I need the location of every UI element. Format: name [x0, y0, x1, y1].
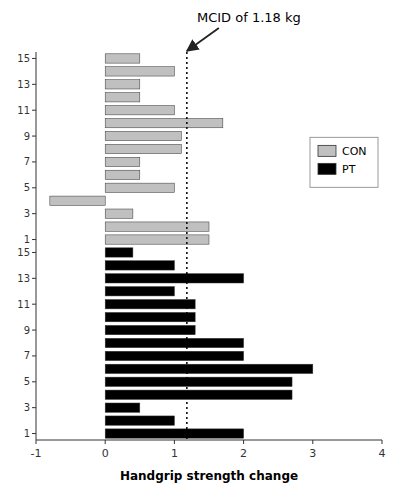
bar: [105, 338, 243, 347]
y-tick: [32, 136, 36, 137]
y-tick: [32, 110, 36, 111]
y-tick: [32, 433, 36, 434]
bar: [50, 196, 105, 205]
bars: [50, 54, 313, 438]
y-tick: [32, 304, 36, 305]
x-tick-label: 4: [379, 447, 386, 460]
y-tick-label: 11: [17, 299, 30, 310]
y-tick-label: 5: [24, 376, 30, 387]
y-tick: [32, 239, 36, 240]
chart: -1 0 1 2 3 4 15 13 11 9 7 5 3 1 15 13 11 9 7 5 3 1 MCID of 1.1…: [0, 0, 394, 500]
bar: [105, 131, 181, 140]
x-tick-label: 2: [240, 447, 247, 460]
y-tick-label: 13: [17, 79, 30, 90]
x-axis-label: Handgrip strength change: [120, 469, 298, 483]
x-tick-label: 1: [171, 447, 178, 460]
bar: [105, 144, 181, 153]
title-arrow: [187, 28, 219, 51]
bar: [105, 183, 174, 192]
x-tick: [105, 440, 106, 444]
legend-frame: [310, 137, 378, 187]
bar: [105, 118, 223, 127]
bar: [105, 67, 174, 76]
bar: [105, 351, 243, 360]
y-tick: [32, 355, 36, 356]
y-tick: [32, 278, 36, 279]
y-tick: [32, 58, 36, 59]
y-tick: [32, 84, 36, 85]
x-axis-line: [36, 440, 382, 441]
y-tick: [32, 330, 36, 331]
y-tick-label: 5: [24, 182, 30, 193]
y-tick-label: 7: [24, 156, 30, 167]
bar: [105, 80, 140, 89]
x-tick: [382, 440, 383, 444]
bar: [105, 209, 133, 218]
y-tick: [32, 187, 36, 188]
legend-label: CON: [342, 145, 367, 158]
bar: [105, 261, 174, 270]
legend-swatch: [318, 145, 336, 156]
y-tick-label: 11: [17, 105, 30, 116]
x-tick-label: -1: [31, 447, 42, 460]
x-tick: [312, 440, 313, 444]
bar: [105, 54, 140, 63]
bar: [105, 248, 133, 257]
bar: [105, 429, 243, 438]
x-tick: [243, 440, 244, 444]
x-tick-label: 0: [102, 447, 109, 460]
bar: [105, 403, 140, 412]
y-tick-label: 13: [17, 273, 30, 284]
bar: [105, 390, 292, 399]
legend-label: PT: [342, 163, 356, 176]
y-tick-label: 9: [24, 325, 30, 336]
bar: [105, 235, 209, 244]
bar: [105, 157, 140, 166]
y-tick: [32, 252, 36, 253]
mcid-line: [186, 52, 188, 440]
y-tick-label: 9: [24, 131, 30, 142]
y-tick: [32, 381, 36, 382]
bar: [105, 416, 174, 425]
y-tick-label: 15: [17, 247, 30, 258]
title: MCID of 1.18 kg: [197, 10, 301, 25]
bar: [105, 106, 174, 115]
y-tick-label: 3: [24, 402, 30, 413]
y-tick: [32, 161, 36, 162]
bar: [105, 325, 195, 334]
y-tick: [32, 213, 36, 214]
bar: [105, 222, 209, 231]
y-tick-label: 15: [17, 53, 30, 64]
y-tick-label: 1: [24, 234, 30, 245]
bar: [105, 300, 195, 309]
x-tick: [174, 440, 175, 444]
y-tick-label: 7: [24, 350, 30, 361]
legend-swatch: [318, 163, 336, 174]
x-tick: [36, 440, 37, 444]
y-tick-label: 3: [24, 208, 30, 219]
y-tick: [32, 407, 36, 408]
bar: [105, 377, 292, 386]
bar: [105, 274, 243, 283]
bar: [105, 170, 140, 179]
bar: [105, 364, 313, 373]
legend: CON PT: [310, 137, 378, 187]
bar: [105, 93, 140, 102]
bar: [105, 287, 174, 296]
y-tick-label: 1: [24, 428, 30, 439]
x-tick-label: 3: [309, 447, 316, 460]
bar: [105, 312, 195, 321]
